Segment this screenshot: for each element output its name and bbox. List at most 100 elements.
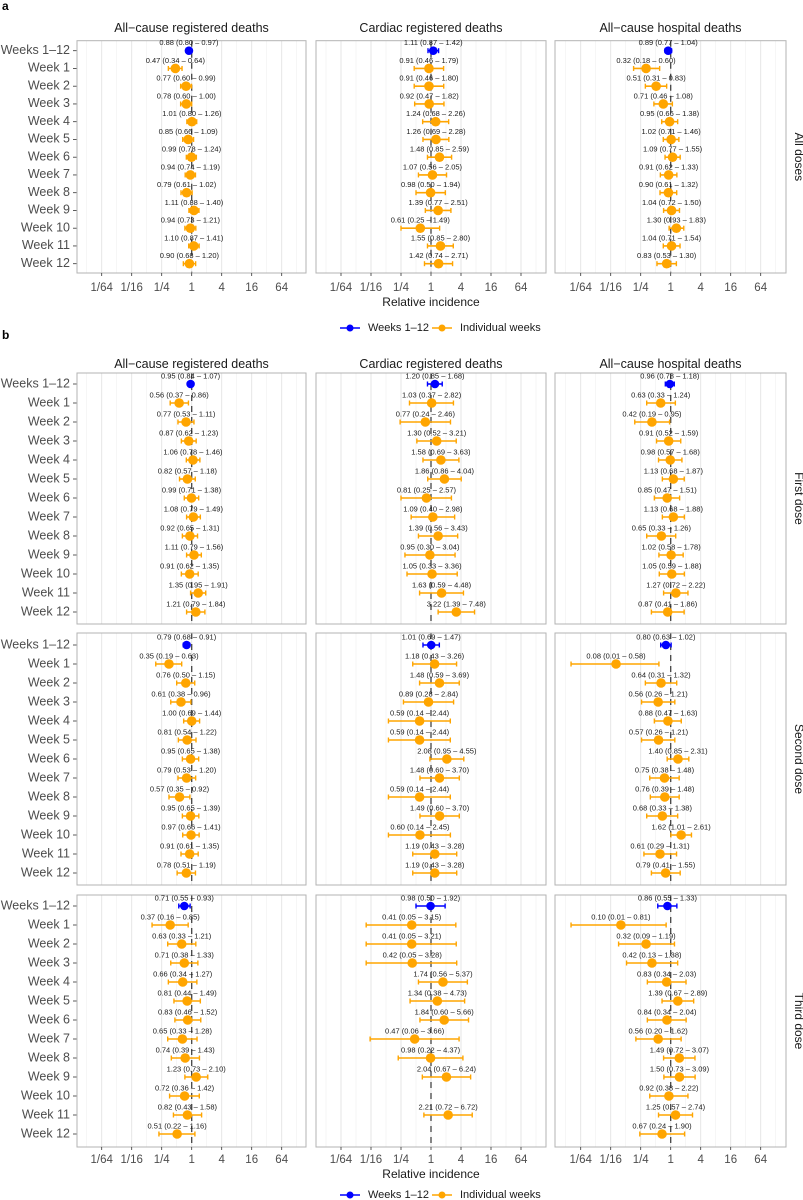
estimate-label: 1.09 (0.77 – 1.55) [643, 145, 703, 154]
point-individual-week [647, 417, 657, 427]
x-axis-title: Relative incidence [382, 1167, 480, 1181]
estimate-label: 0.91 (0.61 – 1.35) [160, 842, 220, 851]
row-label: Weeks 1–12 [1, 376, 70, 390]
estimate-label: 0.92 (0.38 – 2.22) [639, 1084, 699, 1093]
x-tick-label: 1/16 [121, 1154, 143, 1166]
estimate-label: 0.35 (0.19 – 0.63) [139, 652, 199, 661]
estimate-label: 0.59 (0.14 – 2.44) [390, 728, 450, 737]
point-individual-week [655, 398, 666, 408]
estimate-label: 1.40 (0.85 – 2.31) [648, 747, 708, 756]
estimate-label: 2.04 (0.67 – 6.24) [417, 1065, 477, 1074]
point-individual-week [666, 205, 677, 216]
point-individual-week [653, 697, 663, 707]
point-individual-week [434, 773, 445, 783]
row-label: Week 12 [21, 256, 70, 270]
estimate-label: 0.98 (0.50 – 1.92) [401, 894, 461, 903]
point-individual-week [183, 436, 194, 446]
point-individual-week [434, 152, 445, 162]
estimate-label: 1.05 (0.59 – 1.88) [642, 562, 702, 571]
estimate-label: 0.56 (0.20 – 1.62) [629, 1027, 689, 1036]
estimate-label: 1.03 (0.37 – 2.82) [402, 391, 462, 400]
point-individual-week [170, 63, 181, 74]
point-individual-week [674, 1072, 685, 1082]
point-individual-week [663, 436, 674, 446]
estimate-label: 1.00 (0.69 – 1.44) [162, 709, 222, 718]
estimate-label: 0.99 (0.71 – 1.38) [162, 486, 222, 495]
point-individual-week [676, 830, 686, 840]
row-label: Weeks 1–12 [1, 898, 70, 912]
estimate-label: 3.22 (1.39 – 7.48) [427, 600, 487, 609]
x-tick-label: 1/64 [330, 282, 353, 294]
x-tick-label: 16 [724, 282, 737, 294]
point-individual-week [181, 81, 191, 91]
estimate-label: 0.96 (0.78 – 1.18) [640, 372, 700, 381]
x-tick-label: 4 [697, 282, 704, 294]
estimate-label: 0.91 (0.46 – 1.79) [399, 56, 459, 65]
point-individual-week [657, 811, 668, 821]
point-individual-week [429, 849, 440, 859]
estimate-label: 0.65 (0.33 – 1.28) [153, 1027, 213, 1036]
estimate-label: 1.35 (0.95 – 1.91) [169, 581, 229, 590]
estimate-label: 0.82 (0.43 – 1.58) [158, 1103, 218, 1112]
x-tick-label: 16 [485, 282, 498, 294]
estimate-label: 0.42 (0.19 – 0.95) [622, 410, 682, 419]
estimate-label: 0.90 (0.68 – 1.20) [160, 251, 220, 260]
estimate-label: 0.95 (0.65 – 1.39) [161, 804, 221, 813]
estimate-label: 1.19 (0.43 – 3.28) [405, 842, 465, 851]
estimate-label: 1.07 (0.56 – 2.05) [403, 162, 463, 171]
estimate-label: 1.24 (0.68 – 2.26) [406, 109, 466, 118]
estimate-label: 1.09 (0.40 – 2.98) [403, 505, 463, 514]
row-label: Weeks 1–12 [1, 637, 70, 651]
estimate-label: 1.13 (0.68 – 1.88) [644, 505, 704, 514]
point-individual-week [189, 205, 199, 216]
estimate-label: 1.02 (0.71 – 1.46) [642, 127, 702, 136]
row-label: Week 2 [28, 675, 70, 689]
estimate-label: 1.84 (0.60 – 5.66) [415, 1008, 475, 1017]
point-individual-week [666, 550, 676, 560]
point-individual-week [182, 1110, 193, 1120]
estimate-label: 0.74 (0.39 – 1.43) [156, 1046, 216, 1055]
estimate-label: 1.01 (0.80 – 1.26) [162, 109, 222, 118]
estimate-label: 0.95 (0.84 – 1.07) [161, 372, 221, 381]
point-individual-week [181, 99, 192, 109]
point-weeks-1-12 [186, 379, 195, 389]
estimate-label: 1.05 (0.33 – 3.36) [402, 562, 462, 571]
point-individual-week [176, 939, 187, 949]
point-individual-week [191, 607, 201, 617]
x-tick-label: 64 [515, 282, 528, 294]
row-label: Week 11 [22, 846, 70, 860]
panel-border [76, 372, 307, 625]
row-label: Week 2 [28, 414, 70, 428]
row-label: Week 1 [28, 656, 70, 670]
estimate-label: 0.98 (0.50 – 1.94) [401, 180, 461, 189]
estimate-label: 1.23 (0.73 – 2.10) [167, 1065, 227, 1074]
point-individual-week [182, 474, 193, 484]
point-individual-week [181, 773, 192, 783]
row-label: Week 8 [28, 185, 70, 199]
point-individual-week [172, 1129, 182, 1139]
panel-border [76, 632, 307, 886]
x-tick-label: 1/16 [360, 1154, 382, 1166]
column-title: All−cause registered deaths [114, 357, 269, 371]
estimate-label: 0.57 (0.26 – 1.21) [629, 728, 689, 737]
point-individual-week [671, 588, 681, 598]
point-individual-week [425, 187, 436, 198]
strip-label: First dose [792, 472, 803, 525]
point-individual-week [439, 1015, 449, 1025]
point-individual-week [185, 531, 195, 541]
point-individual-week [182, 996, 192, 1006]
x-tick-label: 1 [667, 282, 673, 294]
estimate-label: 1.86 (0.86 – 4.04) [415, 467, 475, 476]
row-label: Week 11 [22, 238, 70, 252]
point-individual-week [406, 920, 417, 930]
point-individual-week [432, 996, 443, 1006]
row-label: Week 3 [28, 955, 70, 969]
estimate-label: 0.75 (0.38 – 1.48) [635, 766, 695, 775]
row-label: Week 4 [28, 713, 70, 727]
x-tick-label: 1/16 [360, 282, 382, 294]
estimate-label: 0.37 (0.16 – 0.85) [141, 913, 201, 922]
x-tick-label: 1/64 [570, 282, 593, 294]
estimate-label: 1.49 (0.60 – 3.70) [410, 804, 470, 813]
estimate-label: 1.48 (0.59 – 3.69) [410, 671, 470, 680]
row-label: Week 9 [28, 547, 70, 561]
